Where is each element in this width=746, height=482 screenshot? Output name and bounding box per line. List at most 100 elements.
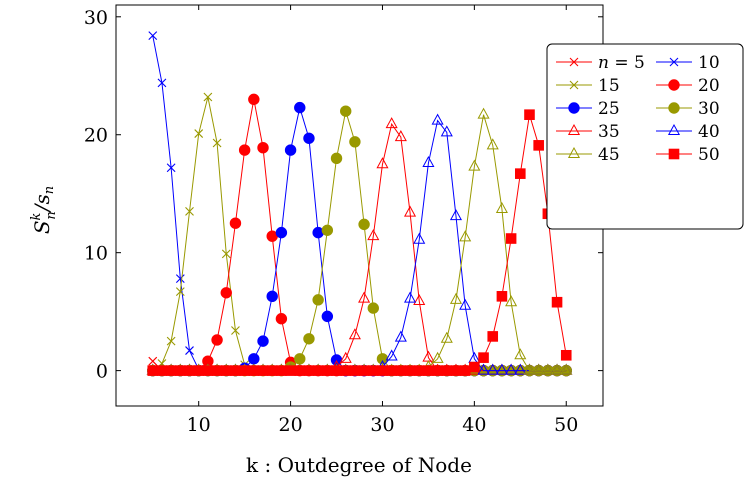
y-axis-title: Skn/sn bbox=[29, 186, 59, 234]
data-point bbox=[376, 157, 389, 169]
data-point bbox=[386, 365, 397, 376]
data-point bbox=[147, 365, 159, 376]
data-point bbox=[276, 365, 287, 376]
data-point bbox=[533, 140, 544, 151]
data-point bbox=[203, 92, 213, 102]
y-tick-label: 20 bbox=[84, 125, 108, 147]
legend: n = 5 10 15 20 25 30 35 40 45 50 bbox=[546, 43, 744, 230]
data-point bbox=[185, 346, 194, 355]
legend-entry: 15 bbox=[556, 76, 620, 96]
data-point bbox=[166, 163, 176, 173]
data-point bbox=[157, 78, 167, 88]
data-point bbox=[330, 152, 343, 165]
series-6 bbox=[146, 117, 573, 375]
data-point bbox=[413, 365, 425, 376]
data-point bbox=[468, 159, 481, 171]
data-point bbox=[266, 365, 278, 376]
data-point bbox=[248, 365, 260, 376]
data-point bbox=[524, 109, 535, 120]
data-point bbox=[523, 363, 536, 375]
data-point bbox=[358, 291, 371, 303]
data-point bbox=[238, 144, 251, 156]
data-point bbox=[194, 129, 204, 138]
data-point bbox=[212, 138, 222, 148]
legend-marker bbox=[567, 123, 581, 135]
data-point bbox=[349, 136, 361, 148]
legend-marker bbox=[569, 80, 579, 90]
series-line bbox=[152, 119, 567, 372]
data-point bbox=[275, 313, 288, 325]
data-point bbox=[431, 351, 444, 363]
data-point bbox=[413, 293, 426, 306]
data-point bbox=[257, 142, 269, 154]
series-line bbox=[152, 114, 567, 372]
data-point bbox=[487, 331, 499, 342]
legend-marker bbox=[667, 123, 681, 135]
ticks-layer: 10 20 30 40 50 0 10 20 30 bbox=[84, 5, 603, 436]
y-tick-label: 10 bbox=[84, 243, 108, 265]
series-line bbox=[152, 107, 567, 372]
data-point bbox=[440, 125, 453, 137]
legend-entry: 20 bbox=[656, 76, 720, 96]
data-point bbox=[331, 365, 342, 376]
data-point bbox=[202, 365, 214, 376]
data-point bbox=[184, 365, 195, 376]
data-point bbox=[175, 365, 186, 376]
data-point bbox=[450, 365, 462, 376]
series-layer bbox=[146, 31, 573, 377]
data-point bbox=[321, 224, 334, 236]
data-point bbox=[257, 365, 269, 376]
series-line bbox=[152, 122, 567, 372]
data-point bbox=[156, 365, 168, 376]
y-tick-label: 30 bbox=[84, 7, 108, 29]
data-point bbox=[495, 363, 508, 375]
data-point bbox=[340, 105, 352, 117]
series-9 bbox=[147, 109, 572, 376]
legend-marker bbox=[669, 57, 679, 67]
legend-entry: 50 bbox=[656, 145, 720, 165]
x-tick-label: 20 bbox=[278, 414, 302, 436]
legend-box bbox=[546, 43, 744, 230]
data-point bbox=[459, 365, 471, 376]
data-point bbox=[505, 233, 517, 244]
data-point bbox=[339, 351, 352, 363]
data-point bbox=[284, 144, 297, 156]
data-point bbox=[358, 218, 370, 231]
data-point bbox=[486, 138, 499, 150]
legend-marker bbox=[668, 79, 680, 91]
data-point bbox=[220, 365, 232, 376]
data-point bbox=[422, 155, 435, 168]
data-point bbox=[303, 333, 315, 345]
legend-marker bbox=[569, 57, 579, 67]
legend-label: 35 bbox=[598, 122, 620, 142]
data-point bbox=[505, 363, 518, 375]
data-point bbox=[505, 295, 518, 307]
series-line bbox=[152, 114, 567, 372]
legend-label: 45 bbox=[598, 145, 620, 165]
data-point bbox=[165, 365, 177, 376]
data-point bbox=[514, 363, 527, 375]
data-point bbox=[385, 117, 398, 129]
legend-label: 30 bbox=[698, 99, 720, 119]
legend-label: 10 bbox=[698, 53, 720, 73]
data-point bbox=[348, 328, 361, 340]
legend-label: n = 5 bbox=[598, 53, 645, 73]
data-point bbox=[193, 365, 204, 376]
data-point bbox=[166, 336, 176, 346]
data-point bbox=[294, 353, 306, 365]
data-point bbox=[441, 365, 453, 376]
x-tick-label: 50 bbox=[554, 414, 578, 436]
y-tick-label: 0 bbox=[96, 361, 108, 383]
data-point bbox=[294, 365, 306, 376]
legend-marker bbox=[568, 102, 580, 114]
data-point bbox=[413, 232, 426, 244]
data-point bbox=[175, 287, 185, 296]
data-point bbox=[266, 290, 278, 303]
data-point bbox=[349, 365, 361, 376]
data-point bbox=[404, 365, 416, 376]
legend-marker bbox=[668, 148, 680, 160]
data-point bbox=[551, 363, 564, 375]
data-point bbox=[248, 353, 260, 365]
series-1 bbox=[148, 31, 571, 376]
